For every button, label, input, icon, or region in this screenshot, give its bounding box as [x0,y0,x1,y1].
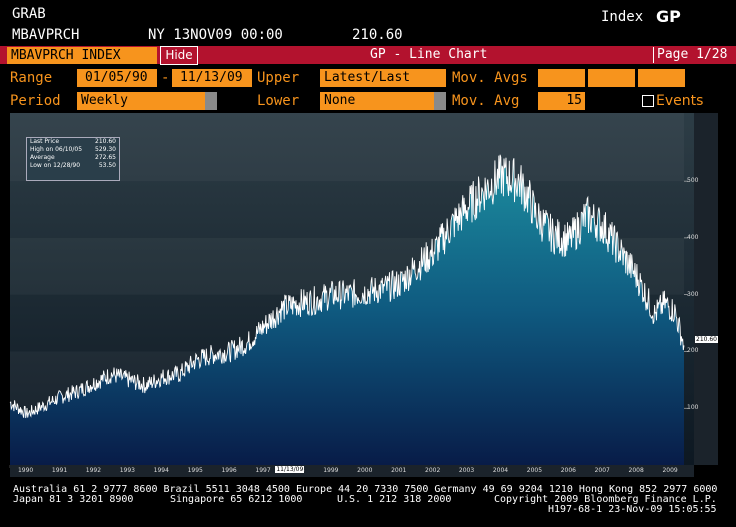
x-tick-label: 1993 [119,467,135,474]
price-legend: Last Price 210.60 High on 06/10/05 529.30 … [26,137,120,181]
footer-phones-1: Australia 61 2 9777 8600 Brazil 5511 304… [13,484,718,495]
x-tick-label: 2001 [391,467,407,474]
legend-row: Average 272.65 [30,154,116,161]
last-price-tag: 210.60 [695,336,718,343]
app-name: GRAB [12,6,46,22]
hide-button[interactable]: Hide [160,46,198,65]
right-axis-strip [694,113,718,465]
gp-label: GP [656,7,681,26]
y-tick-label: 400 [687,233,699,241]
x-tick-label: 2007 [594,467,610,474]
x-tick-label: 1999 [323,467,339,474]
range-dash: - [161,70,170,86]
lower-label: Lower [257,93,300,109]
y-tick-label: 100 [687,404,699,412]
ticker-label: MBAVPRCH [12,27,80,43]
price-area [10,154,684,466]
x-tick-label: 1997 [255,467,271,474]
footer-timestamp: H197-68-1 23-Nov-09 15:05:55 [548,504,717,515]
x-tick-label: 2009 [662,467,678,474]
y-tick-label: 300 [687,290,699,298]
footer-phones-singapore: Singapore 65 6212 1000 [170,494,303,505]
period-label: Period [10,93,61,109]
lower-dropdown-handle[interactable] [434,92,446,110]
x-tick-label: 2003 [458,467,475,474]
period-dropdown-handle[interactable] [205,92,217,110]
period-select[interactable]: Weekly [77,92,205,110]
x-tick-label: 1992 [85,467,102,474]
price-line [9,154,685,419]
x-tick-label: 1996 [221,467,237,474]
x-tick-label: 2005 [526,467,543,474]
mov-avg-input-3[interactable] [638,69,685,87]
x-tick-label: 1990 [17,467,34,474]
exchange-time: NY 13NOV09 00:00 [148,27,283,43]
footer-phones-japan: Japan 81 3 3201 8900 [13,494,134,505]
index-label: Index [601,9,644,25]
mov-avg-label: Mov. Avg [452,93,520,109]
x-tick-label: 2000 [357,467,373,474]
x-tick-label: 1994 [153,467,169,474]
mov-avg-input-2[interactable] [588,69,635,87]
last-value: 210.60 [352,27,403,43]
x-tick-label: 2004 [492,467,509,474]
y-tick-label: 200 [687,347,699,355]
upper-label: Upper [257,70,300,86]
footer-copyright: Copyright 2009 Bloomberg Finance L.P. [494,494,717,505]
x-tick-label: 2002 [425,467,441,474]
security-field[interactable]: MBAVPRCH INDEX [7,47,157,64]
events-checkbox[interactable] [642,95,654,107]
mov-avgs-label: Mov. Avgs [452,70,528,86]
crosshair-date-label: 11/13/09 [275,466,305,473]
x-axis-strip [10,465,694,477]
grid-band [10,113,684,182]
mov-avg-value-input[interactable]: 15 [538,92,585,110]
legend-row: High on 06/10/05 529.30 [30,146,116,153]
x-tick-label: 2008 [628,467,644,474]
x-tick-label: 2006 [560,467,576,474]
range-label: Range [10,70,53,86]
page-indicator[interactable]: Page 1/28 [653,47,736,63]
lower-select[interactable]: None [320,92,434,110]
events-label: Events [656,93,704,109]
footer-phones-us: U.S. 1 212 318 2000 [337,494,452,505]
range-start-input[interactable]: 01/05/90 [77,69,157,87]
x-tick-label: 1995 [187,467,203,474]
x-tick-label: 1991 [51,467,68,474]
legend-row: Last Price 210.60 [30,138,116,145]
mov-avg-input-1[interactable] [538,69,585,87]
chart-title: GP - Line Chart [370,47,488,62]
legend-row: Low on 12/28/90 53.50 [30,162,116,169]
range-end-input[interactable]: 11/13/09 [172,69,252,87]
y-tick-label: 500 [687,177,699,185]
